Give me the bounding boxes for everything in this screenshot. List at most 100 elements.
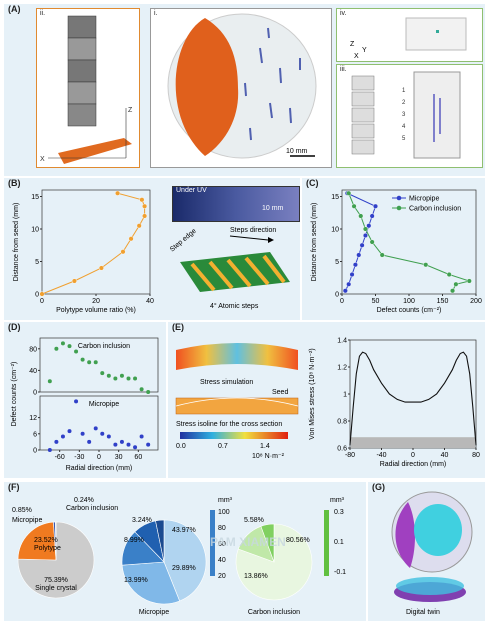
atomic-steps-diagram: Steps direction Step edge 4° Atomic step…	[170, 227, 290, 310]
digital-twin-caption: Digital twin	[406, 609, 440, 616]
panel-a-iii-label: iii.	[340, 66, 347, 73]
y-tick-label: 10	[31, 227, 39, 234]
stress-curve	[349, 351, 477, 446]
panel-a-i-drawing: 10 mm	[167, 13, 317, 159]
x-tick-label: -30	[74, 454, 84, 461]
data-point	[139, 387, 144, 392]
uv-scale: 10 mm	[262, 205, 284, 212]
f2-pct-3: 43.97%	[172, 527, 196, 534]
stress-simulation-image: Stress simulation Seed Stress isoline fo…	[175, 343, 299, 460]
data-point	[369, 239, 375, 245]
y-axis-label: Distance from seed (mm)	[311, 203, 318, 282]
pie-slice	[55, 521, 57, 561]
digital-twin-drawing: Digital twin	[391, 491, 473, 616]
f2-pct-1: 8.99%	[124, 537, 144, 544]
isoline-label: Stress isoline for the cross section	[176, 421, 282, 428]
f1-carbon-pct: 0.24%	[74, 497, 94, 504]
data-point	[366, 223, 372, 229]
x-tick-label: 0	[97, 454, 101, 461]
f1-micropipe-label: Micropipe	[12, 517, 42, 524]
data-point	[60, 434, 65, 439]
data-point	[93, 426, 98, 431]
panel-f-chart: 0.85%0.24%Carbon inclusionMicropipe23.52…	[12, 497, 346, 616]
data-point	[346, 190, 352, 196]
panel-c-chart: 0 50 100 150 200 0 5 10 15 Defect counts (cm⁻²) Di…	[311, 189, 482, 314]
data-point	[128, 236, 134, 242]
series-line	[41, 192, 146, 295]
x-tick-label: -60	[55, 454, 65, 461]
y-tick-label: 6	[33, 431, 37, 438]
f1-polytype-pct: 23.52%	[34, 537, 58, 544]
x-tick-label: 30	[115, 454, 123, 461]
data-point	[356, 252, 362, 258]
data-point	[87, 439, 92, 444]
d-x-axis-label: Radial direction (mm)	[66, 465, 133, 472]
data-point	[74, 399, 79, 404]
iv-axis-y: Y	[362, 47, 367, 54]
data-point	[74, 349, 79, 354]
wafer-stack	[67, 15, 97, 127]
d-y-axis-label: Defect counts (cm⁻²)	[11, 362, 18, 427]
legend-marker	[396, 195, 402, 201]
cbar-tick-1: 0.7	[218, 443, 228, 450]
data-point	[346, 281, 352, 287]
data-point	[362, 226, 368, 232]
x-tick-label: 80	[472, 452, 480, 459]
f2-pct-2: 13.99%	[124, 577, 148, 584]
panel-c-label: (C)	[306, 178, 319, 188]
data-point	[115, 190, 121, 196]
step-edge-label: Step edge	[170, 228, 198, 254]
pie-slice	[121, 561, 181, 605]
seed-label: Seed	[272, 389, 288, 396]
cbar-unit: 10⁸ N·m⁻²	[252, 453, 285, 460]
data-point	[87, 360, 92, 365]
slice-num-3: 3	[402, 112, 406, 118]
data-point	[450, 288, 456, 294]
f2-cbar-tick: 20	[218, 573, 226, 580]
panel-e-chart: -80 -40 0 40 80 0.6 0.8 1 1.2 1.4 Radial direction…	[309, 338, 480, 469]
x-tick-label: -40	[376, 452, 386, 459]
watermark-text: PAM XIAMEN	[210, 535, 286, 549]
plot-frame	[39, 337, 159, 393]
panel-a-ii-drawing: X Z	[40, 15, 133, 164]
d-bottom-title: Micropipe	[89, 401, 119, 408]
data-point	[119, 439, 124, 444]
data-point	[67, 344, 72, 349]
data-point	[466, 278, 472, 284]
polytype-region	[175, 18, 239, 156]
data-point	[133, 445, 138, 450]
data-point	[379, 252, 385, 258]
pie-slice	[17, 521, 57, 561]
f2-cbar-tick: 80	[218, 525, 226, 532]
panel-a-iv-label: iv.	[340, 10, 347, 17]
data-point	[423, 262, 429, 268]
micropipe-lines	[244, 27, 301, 141]
panel-d-chart: 0 40 80 Carbon inclusion -60 -30 0 30 60 0 6 12 Micr…	[11, 337, 159, 472]
x-axis-label: Polytype volume ratio (%)	[56, 307, 136, 314]
polytype-slab	[58, 138, 132, 164]
f2-cbar-tick: 60	[218, 541, 226, 548]
slice-stack	[351, 75, 375, 155]
data-point	[359, 242, 365, 248]
panel-a-scale-label: 10 mm	[286, 148, 308, 155]
y-tick-label: 15	[31, 194, 39, 201]
iv-axis-x: X	[354, 53, 359, 60]
data-point	[80, 357, 85, 362]
panel-a-ii-label: ii.	[40, 10, 46, 17]
y-axis-label: Von Mises stress (10⁸ N·m⁻²)	[309, 348, 316, 439]
y-tick-label: 80	[29, 346, 37, 353]
data-point	[446, 271, 452, 277]
data-point	[120, 249, 126, 255]
data-point	[71, 278, 77, 284]
y-axis-label: Distance from seed (mm)	[13, 203, 20, 282]
data-point	[106, 434, 111, 439]
x-tick-label: 150	[437, 298, 449, 305]
f2-cbar-tick: 40	[218, 557, 226, 564]
x-tick-label: 20	[92, 298, 100, 305]
steps-direction-label: Steps direction	[230, 227, 276, 234]
cbar-tick-2: 1.4	[260, 443, 270, 450]
data-point	[369, 213, 375, 219]
x-tick-label: -80	[345, 452, 355, 459]
x-tick-label: 60	[134, 454, 142, 461]
f3-title: Carbon inclusion	[248, 609, 300, 616]
